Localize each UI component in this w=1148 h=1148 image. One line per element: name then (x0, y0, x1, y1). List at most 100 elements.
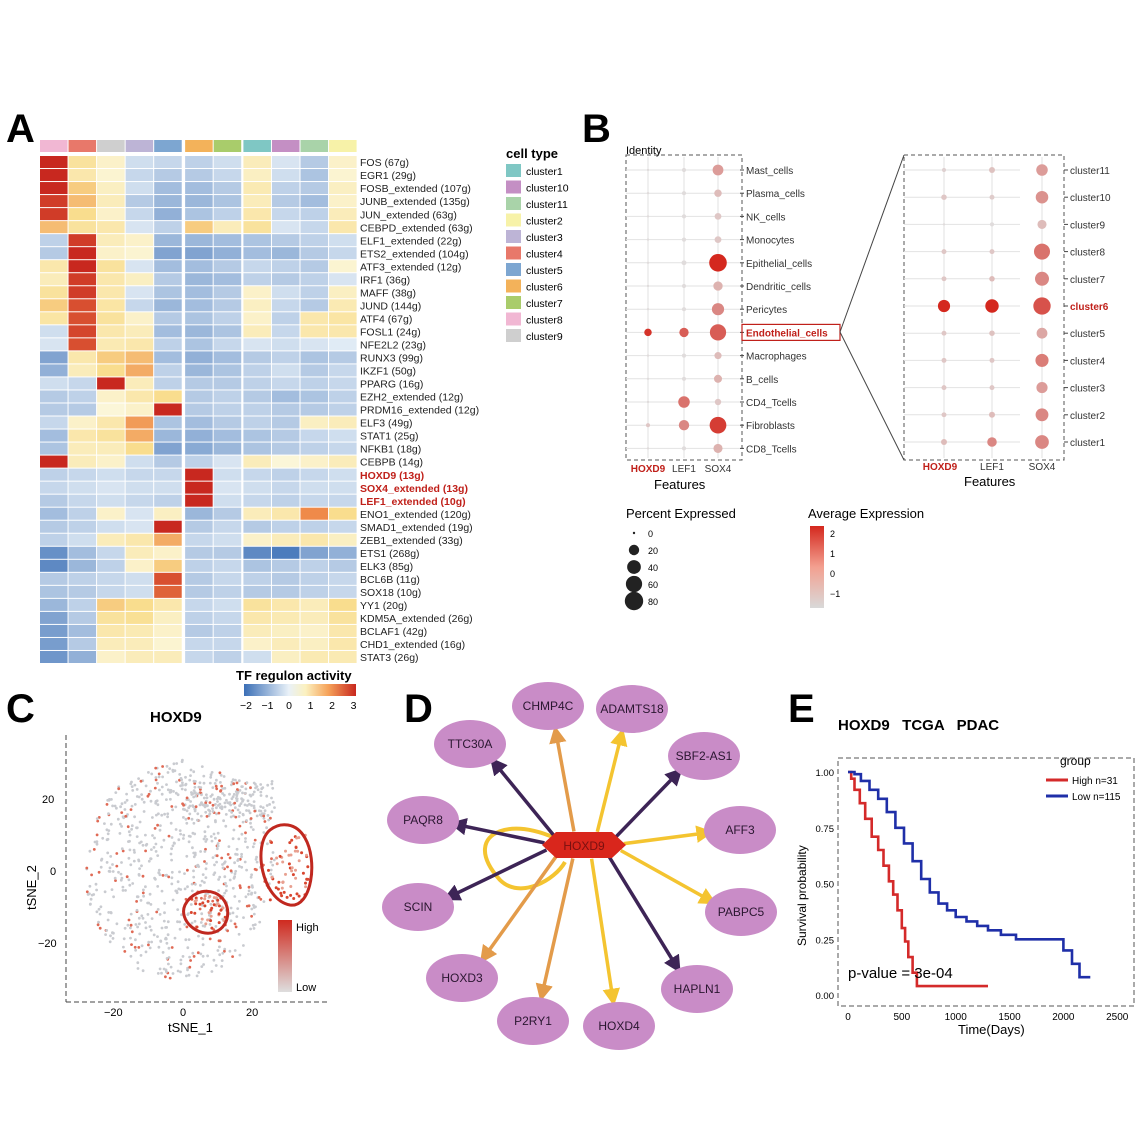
heatmap-cell (154, 260, 182, 273)
tsne-point (158, 828, 162, 832)
tsne-point (216, 949, 220, 952)
tsne-point (214, 836, 217, 840)
heatmap-cell (40, 637, 68, 650)
tsne-point (206, 825, 210, 829)
heatmap-cell (300, 598, 329, 611)
heatmap-cell (154, 637, 182, 650)
heatmap-cell (185, 546, 213, 559)
tsne-point (250, 914, 254, 918)
avg-legend-label: 2 (830, 529, 835, 539)
tsne-point-cluster (280, 894, 284, 898)
heatmap-cell (300, 169, 329, 182)
heatmap-cell (329, 299, 357, 312)
tsne-point-cluster (194, 896, 198, 900)
tsne-point (170, 870, 174, 874)
tsne-point (193, 919, 197, 923)
tsne-point (141, 874, 145, 878)
tsne-point (250, 891, 254, 895)
tsne-point (150, 917, 154, 920)
tsne-point (217, 811, 221, 815)
dot-B_cells-SOX4 (713, 374, 723, 383)
heatmap-cell (97, 286, 125, 299)
tsne-point (268, 803, 271, 806)
tsne-point (187, 938, 191, 941)
tsne-point (240, 855, 243, 859)
heatmap-cell (68, 377, 97, 390)
tsne-point (140, 864, 143, 868)
node-label-HOXD3: HOXD3 (441, 971, 483, 985)
legend-swatch-cluster7 (506, 296, 521, 309)
heatmap-cell (213, 494, 242, 507)
tsne-point (271, 851, 275, 854)
legend-label-cluster1: cluster1 (526, 166, 563, 178)
panel-c-tsne: HOXD9 20 0 −20 −20 0 20 tSNE_1 tSNE_2 Hi… (24, 709, 330, 1035)
row-label-B_cells: B_cells (746, 375, 778, 386)
tsne-point (224, 881, 227, 885)
tsne-point (269, 860, 273, 864)
tsne-point (235, 847, 239, 851)
dot-Epithelial_cells-HOXD9 (646, 261, 650, 264)
tsne-point (167, 962, 170, 966)
km-xtick: 1000 (945, 1012, 968, 1023)
tsne-point (251, 793, 255, 796)
heatmap-cell (243, 507, 271, 520)
heatmap-cell (185, 247, 213, 260)
tsne-point (222, 775, 226, 778)
tsne-point (131, 882, 135, 885)
heatmap-cell (300, 338, 329, 351)
km-xtick: 1500 (998, 1012, 1021, 1023)
heatmap-cell (97, 260, 125, 273)
row-label: ETS2_extended (104g) (360, 248, 469, 260)
tsne-point (269, 816, 272, 820)
tsne-point (142, 888, 145, 892)
tsne-point-cluster (304, 881, 307, 885)
tsne-point (244, 831, 247, 835)
tsne-point (169, 788, 173, 792)
tsne-point (85, 890, 89, 894)
edge-PAQR8 (448, 818, 545, 845)
node-label-CHMP4C: CHMP4C (523, 699, 574, 713)
tsne-point (196, 818, 199, 822)
tsne-point (166, 933, 170, 937)
tsne-xtick-3: 20 (246, 1007, 258, 1019)
pct-legend-dot (628, 544, 640, 556)
heatmap-cell (213, 182, 242, 195)
heatmap-cell (125, 182, 154, 195)
tsne-point (159, 824, 162, 827)
tsne-point (258, 920, 262, 924)
heatmap-cell (68, 559, 97, 572)
heatmap-cell (300, 650, 329, 663)
tsne-point (164, 975, 167, 979)
heatmap-cell (125, 585, 154, 598)
tsne-point (153, 827, 157, 830)
heatmap-cell (300, 572, 329, 585)
tsne-point (201, 904, 204, 907)
tsne-point (216, 800, 219, 803)
heatmap-cell (154, 468, 182, 481)
heatmap-cell (97, 169, 125, 182)
tsne-point (177, 838, 181, 842)
tsne-point (140, 797, 144, 801)
tsne-point (176, 880, 180, 884)
tsne-point (123, 950, 127, 953)
hub-node-hoxd9[interactable] (542, 832, 626, 858)
tsne-points (85, 758, 310, 980)
tsne-point (256, 788, 260, 792)
tsne-title: HOXD9 (150, 709, 202, 726)
heatmap-cell (154, 299, 182, 312)
heatmap-cell (40, 546, 68, 559)
feature-label-HOXD9: HOXD9 (923, 462, 958, 473)
tsne-point (205, 796, 209, 800)
heatmap-cell (185, 234, 213, 247)
heatmap-cell (97, 403, 125, 416)
edge-AFF3 (623, 825, 714, 846)
km-xtick: 2500 (1106, 1012, 1129, 1023)
km-legend-low: Low n=115 (1072, 792, 1121, 803)
node-label-HOXD4: HOXD4 (598, 1019, 640, 1033)
heatmap-cell (125, 390, 154, 403)
tsne-point (171, 770, 175, 773)
tsne-point (249, 825, 253, 829)
tsne-point (90, 873, 93, 877)
heatmap-cell (271, 403, 300, 416)
tsne-point (250, 873, 254, 877)
